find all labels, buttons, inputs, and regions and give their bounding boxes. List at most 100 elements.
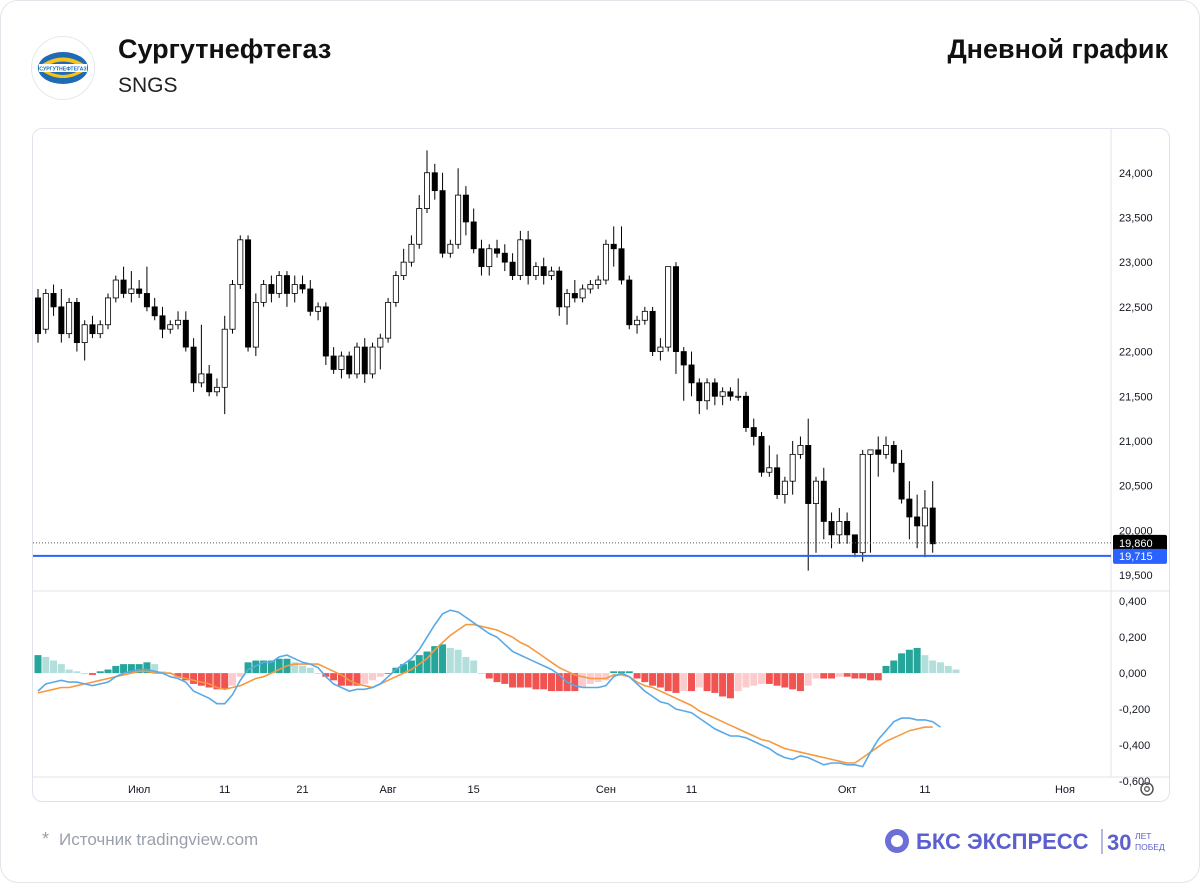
candle-body <box>914 516 921 527</box>
candle-body <box>120 279 127 294</box>
candle-body <box>828 521 835 536</box>
macd-histogram-bar <box>929 660 937 674</box>
candle-body <box>758 436 765 473</box>
macd-histogram-bar <box>571 673 579 692</box>
candle-body <box>579 288 586 299</box>
level-badge <box>1113 548 1167 564</box>
macd-histogram-bar <box>742 673 750 688</box>
macd-histogram-bar <box>555 673 563 692</box>
candle-body <box>283 275 290 294</box>
macd-histogram-bar <box>400 664 408 674</box>
candle-body <box>610 243 617 250</box>
chart-svg[interactable]: 24,000 23,500 23,000 22,500 22,000 21,500 21,0… <box>33 129 1169 801</box>
candle-body <box>89 324 96 335</box>
macd-histogram-bar <box>952 669 960 674</box>
candle-body <box>431 172 438 192</box>
candle-body <box>587 284 594 290</box>
candle-body <box>462 194 469 223</box>
macd-histogram-bar <box>641 673 649 683</box>
macd-histogram-bar <box>477 673 485 674</box>
candle-body <box>455 194 462 245</box>
candle-body <box>307 288 314 312</box>
candle-body <box>719 391 726 397</box>
candle-body <box>805 445 812 504</box>
macd-histogram-bar <box>50 660 58 674</box>
candle-body <box>665 266 672 348</box>
source-note: * Источник tradingview.com <box>42 829 258 850</box>
macd-histogram-bar <box>158 671 166 674</box>
macd-histogram-bar <box>649 673 657 686</box>
macd-histogram-bar <box>353 673 361 686</box>
macd-histogram-bar <box>804 673 812 686</box>
candle-body <box>595 279 602 285</box>
time-tick-label: Окт <box>838 784 857 796</box>
candle-body <box>143 293 150 308</box>
macd-histogram-bar <box>127 664 135 674</box>
candle-body <box>898 462 905 500</box>
macd-histogram-bar <box>205 673 213 688</box>
candle-body <box>478 248 485 268</box>
candle-body <box>680 351 687 366</box>
macd-histogram-bar <box>120 664 128 674</box>
macd-histogram-bar <box>314 673 322 674</box>
macd-histogram-bar <box>828 673 836 679</box>
macd-histogram-bar <box>913 647 921 674</box>
brand-anniversary: 30 <box>1107 830 1131 855</box>
macd-tick-label: 0,400 <box>1119 596 1147 608</box>
price-tick-label: 20,000 <box>1119 525 1153 537</box>
candle-body <box>641 310 648 321</box>
macd-histogram-bar <box>547 673 555 692</box>
macd-histogram-bar <box>618 671 625 674</box>
candle-body <box>704 382 711 402</box>
chart-container[interactable]: 24,000 23,500 23,000 22,500 22,000 21,500 21,0… <box>32 128 1170 802</box>
macd-histogram-bar <box>680 673 688 692</box>
candle-body <box>35 297 41 335</box>
candle-body <box>81 324 88 344</box>
candle-body <box>198 373 205 384</box>
price-tick-label: 20,500 <box>1119 481 1153 493</box>
candle-body <box>213 386 220 393</box>
macd-histogram-bar <box>485 673 493 679</box>
time-tick-label: 21 <box>296 784 308 796</box>
company-logo: СУРГУТНЕФТЕГАЗ <box>31 36 95 100</box>
candle-body <box>525 239 532 276</box>
brand-name: БКС ЭКСПРЕСС <box>916 829 1089 854</box>
candle-body <box>42 293 49 330</box>
chart-period-title: Дневной график <box>947 34 1168 64</box>
macd-histogram-bar <box>57 664 65 674</box>
macd-tick-label: -0,200 <box>1119 704 1150 716</box>
candle-body <box>315 306 322 312</box>
candle-body <box>159 315 166 330</box>
candle-body <box>672 266 679 352</box>
macd-histogram-bar <box>291 662 299 674</box>
macd-histogram-bar <box>656 673 664 688</box>
candle-body <box>221 328 228 388</box>
macd-histogram-bar <box>73 671 81 674</box>
macd-histogram-bar <box>859 673 867 679</box>
macd-histogram-bar <box>322 673 330 677</box>
macd-histogram-bar <box>633 673 641 679</box>
candle-body <box>167 324 174 330</box>
macd-histogram-bar <box>407 660 415 674</box>
candle-body <box>564 293 571 308</box>
candle-body <box>875 449 882 455</box>
candle-body <box>727 391 734 397</box>
macd-histogram-bar <box>516 673 524 688</box>
macd-histogram-bar <box>866 673 874 681</box>
macd-histogram-bar <box>524 673 532 688</box>
macd-histogram-bar <box>610 671 618 674</box>
candle-body <box>470 221 477 250</box>
candle-body <box>252 301 259 348</box>
macd-histogram-bar <box>936 662 944 674</box>
macd-histogram-bar <box>260 660 268 674</box>
macd-histogram-bar <box>182 673 190 681</box>
macd-histogram-bar <box>602 673 610 681</box>
macd-histogram-bar <box>431 646 439 674</box>
candle-body <box>571 293 578 299</box>
candle-body <box>517 239 524 276</box>
settings-gear-icon[interactable] <box>1140 782 1154 796</box>
candle-body <box>688 364 695 384</box>
footnote-star: * <box>42 829 50 849</box>
candle-body <box>890 445 897 464</box>
candle-body <box>844 521 851 536</box>
